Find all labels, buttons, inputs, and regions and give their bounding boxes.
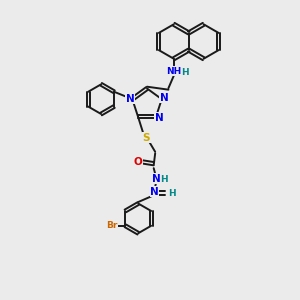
Text: N: N	[150, 187, 159, 196]
Text: H: H	[160, 175, 168, 184]
Text: H: H	[181, 68, 189, 77]
Text: Br: Br	[106, 221, 118, 230]
Text: S: S	[142, 133, 150, 143]
Text: N: N	[126, 94, 134, 103]
Text: NH: NH	[166, 67, 182, 76]
Text: O: O	[134, 157, 142, 166]
Text: N: N	[152, 174, 161, 184]
Text: N: N	[160, 93, 169, 103]
Text: N: N	[155, 113, 164, 123]
Text: H: H	[168, 189, 175, 198]
